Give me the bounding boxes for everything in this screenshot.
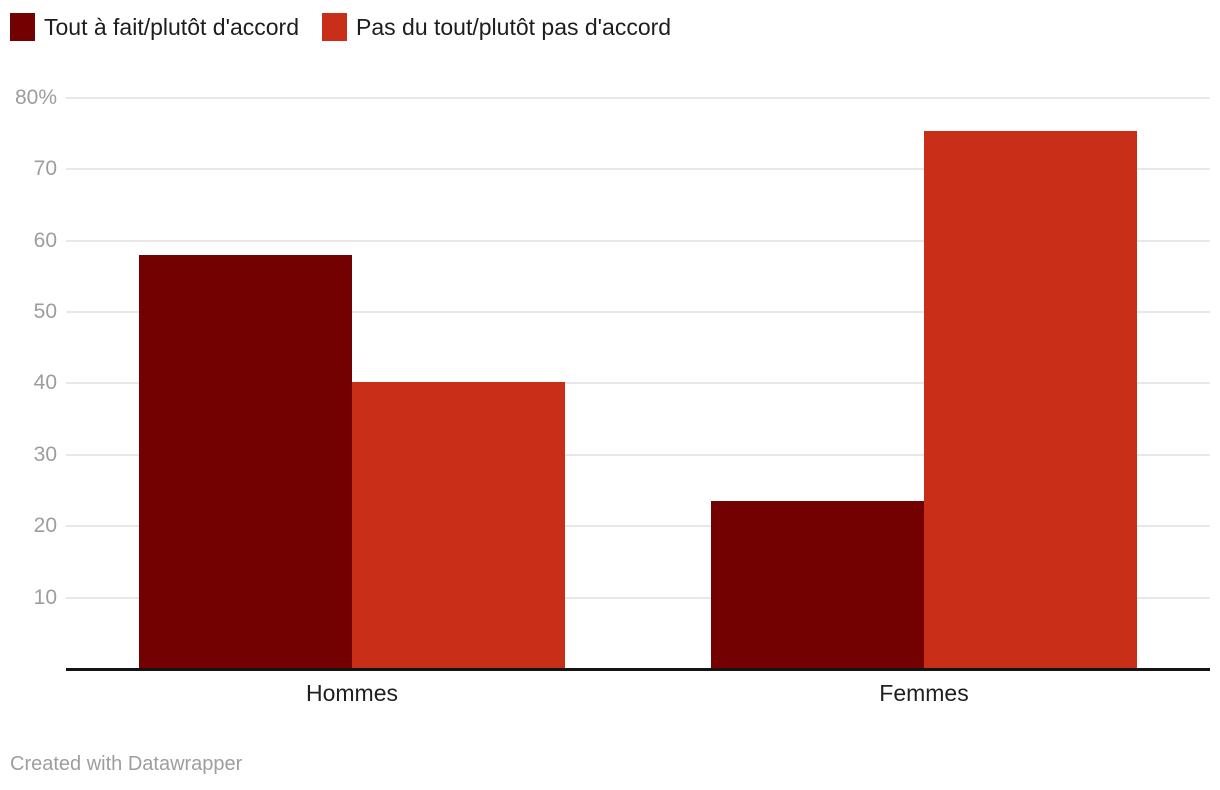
footer-credit: Created with Datawrapper	[10, 753, 243, 775]
legend-item-1: Pas du tout/plutôt pas d'accord	[322, 13, 671, 41]
y-tick-label-30: 30	[33, 442, 57, 466]
gridline-70	[66, 168, 1210, 171]
bar-hommes-series-0[interactable]	[139, 254, 352, 669]
legend-label-0: Tout à fait/plutôt d'accord	[44, 14, 299, 40]
legend-label-1: Pas du tout/plutôt pas d'accord	[356, 14, 672, 40]
x-category-label-femmes: Femmes	[879, 680, 969, 706]
gridline-80	[66, 96, 1210, 99]
gridline-50	[66, 311, 1210, 313]
y-tick-label-60: 60	[33, 228, 57, 252]
gridline-60	[66, 239, 1210, 242]
bar-femmes-series-0[interactable]	[711, 501, 924, 669]
y-tick-label-50: 50	[33, 300, 57, 323]
gridline-40	[66, 382, 1210, 385]
legend-swatch-1	[322, 13, 347, 41]
bar-hommes-series-1[interactable]	[352, 381, 565, 669]
bar-femmes-series-1[interactable]	[924, 131, 1137, 669]
gridline-20	[66, 525, 1210, 528]
gridline-30	[66, 453, 1210, 456]
y-tick-label-80: 80%	[14, 85, 57, 109]
y-tick-label-10: 10	[33, 585, 57, 609]
y-tick-label-70: 70	[33, 157, 57, 181]
y-tick-label-40: 40	[33, 371, 57, 395]
gridline-10	[66, 596, 1210, 599]
legend-item-0: Tout à fait/plutôt d'accord	[10, 13, 299, 41]
legend-swatch-0	[10, 13, 35, 41]
x-axis-line	[66, 668, 1210, 671]
y-tick-label-20: 20	[33, 514, 57, 538]
legend: Tout à fait/plutôt d'accord Pas du tout/p…	[10, 13, 671, 41]
x-category-label-hommes: Hommes	[305, 680, 398, 706]
